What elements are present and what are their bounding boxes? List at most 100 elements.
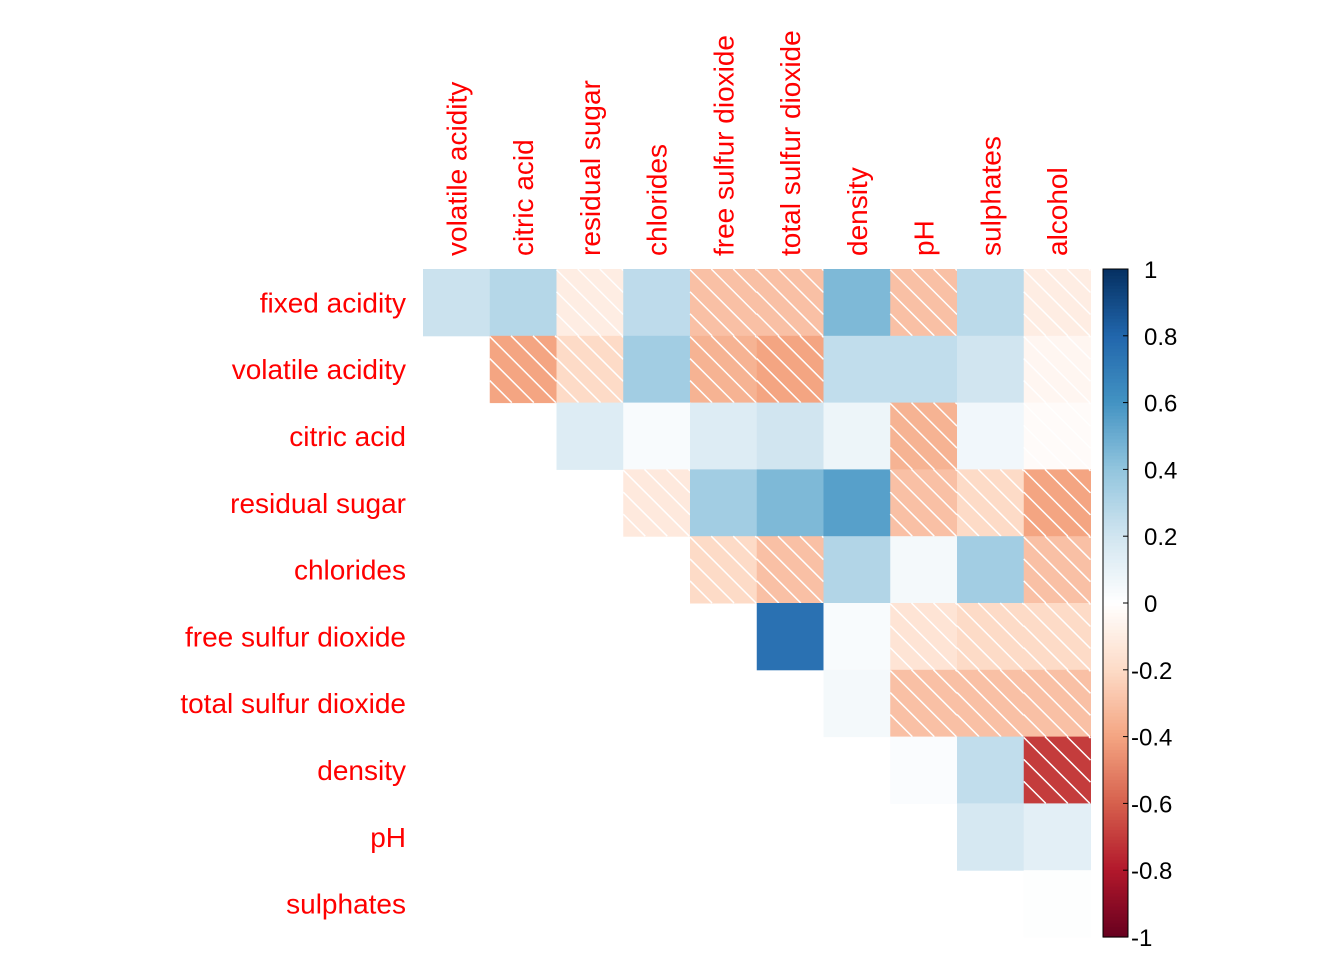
heatmap-cell (889, 669, 958, 738)
colorbar-segment (1103, 609, 1128, 614)
hatch-pattern (889, 402, 958, 470)
row-label: density (317, 755, 406, 786)
hatch-pattern (1023, 335, 1092, 404)
colorbar-segment (1103, 589, 1128, 594)
colorbar-segment (1103, 522, 1128, 527)
colorbar-segment (1103, 532, 1128, 537)
cell-fill (823, 669, 891, 738)
colorbar-segment (1103, 319, 1128, 324)
colorbar-segment (1103, 880, 1128, 885)
colorbar-segment (1103, 492, 1128, 497)
cell-fill (823, 536, 891, 604)
colorbar-segment (1103, 359, 1128, 364)
colorbar-segment (1103, 863, 1128, 868)
colorbar-segment (1103, 870, 1128, 875)
colorbar-segment (1103, 676, 1128, 681)
colorbar-segment (1103, 689, 1128, 694)
heatmap-cell (1023, 602, 1092, 671)
colorbar-segment (1103, 860, 1128, 865)
heatmap-cell (623, 269, 691, 337)
colorbar-segment (1103, 613, 1128, 617)
colorbar-segment (1103, 526, 1128, 531)
colorbar-segment (1103, 833, 1128, 838)
heatmap-cell (957, 335, 1025, 404)
hatch-pattern (889, 669, 958, 738)
hatch-pattern (756, 535, 825, 604)
colorbar-tick-label: 0.6 (1144, 391, 1177, 418)
heatmap-cell (756, 402, 824, 470)
colorbar-segment (1103, 536, 1128, 541)
colorbar-segment (1103, 763, 1128, 768)
colorbar-segment (1103, 339, 1128, 344)
hatch-pattern (756, 268, 825, 337)
colorbar-segment (1103, 425, 1128, 430)
colorbar-segment (1103, 896, 1128, 901)
colorbar-segment (1103, 910, 1128, 915)
colorbar-segment (1103, 736, 1128, 741)
colorbar-segment (1103, 422, 1128, 427)
colorbar-segment (1103, 656, 1128, 661)
colorbar-segment (1103, 436, 1128, 440)
colorbar-segment (1103, 429, 1128, 434)
colorbar-segment (1103, 325, 1128, 330)
colorbar-segment (1103, 746, 1128, 751)
colorbar-segment (1103, 920, 1128, 925)
column-label: citric acid (508, 139, 539, 256)
colorbar-segment (1103, 549, 1128, 554)
column-label: sulphates (975, 136, 1006, 256)
colorbar-segment (1103, 352, 1128, 357)
colorbar-segment (1103, 810, 1128, 815)
colorbar-segment (1103, 649, 1128, 654)
heatmap-cell (1023, 402, 1092, 470)
colorbar-segment (1103, 592, 1128, 597)
cell-fill (823, 335, 891, 404)
cell-fill (556, 402, 624, 470)
colorbar-segment (1103, 479, 1128, 484)
colorbar-segment (1103, 559, 1128, 564)
colorbar-segment (1103, 743, 1128, 748)
colorbar-tick-label: -0.6 (1131, 791, 1172, 818)
colorbar-segment (1103, 770, 1128, 774)
heatmap-cell (889, 602, 958, 671)
heatmap-cell (889, 402, 958, 470)
heatmap-cell (555, 335, 624, 404)
heatmap-cell (690, 402, 758, 470)
colorbar-segment (1103, 542, 1128, 547)
colorbar-tick-label: -0.4 (1131, 725, 1172, 752)
heatmap-cell (1023, 669, 1092, 738)
colorbar-segment (1103, 279, 1128, 283)
colorbar-segment (1103, 900, 1128, 905)
colorbar-segment (1103, 539, 1128, 544)
hatch-pattern (1023, 535, 1092, 604)
heatmap-cell (889, 468, 958, 537)
colorbar-segment (1103, 883, 1128, 888)
colorbar-segment (1103, 826, 1128, 831)
colorbar-segment (1103, 599, 1128, 604)
heatmap-cell (890, 536, 958, 604)
colorbar-segment (1103, 489, 1128, 494)
colorbar-segment (1103, 873, 1128, 878)
colorbar-segment (1103, 389, 1128, 394)
heatmap-cell (956, 602, 1025, 671)
heatmap-cells (423, 268, 1092, 938)
heatmap-cell (1023, 335, 1092, 404)
colorbar-segment (1103, 669, 1128, 674)
colorbar-segment (1103, 556, 1128, 561)
colorbar-segment (1103, 663, 1128, 668)
colorbar-segment (1103, 382, 1128, 387)
cell-fill (957, 736, 1025, 804)
heatmap-cell (689, 335, 758, 404)
heatmap-cell (823, 402, 891, 470)
colorbar-segment (1103, 790, 1128, 794)
colorbar-tick-label: 0 (1144, 591, 1157, 618)
colorbar-segment (1103, 512, 1128, 517)
heatmap-cell (889, 268, 958, 337)
hatch-pattern (956, 669, 1025, 738)
cell-fill (623, 269, 691, 337)
column-label: free sulfur dioxide (708, 35, 739, 256)
colorbar-segment (1103, 856, 1128, 861)
cell-fill (823, 402, 891, 470)
cell-fill (623, 402, 691, 470)
colorbar-segment (1103, 890, 1128, 895)
